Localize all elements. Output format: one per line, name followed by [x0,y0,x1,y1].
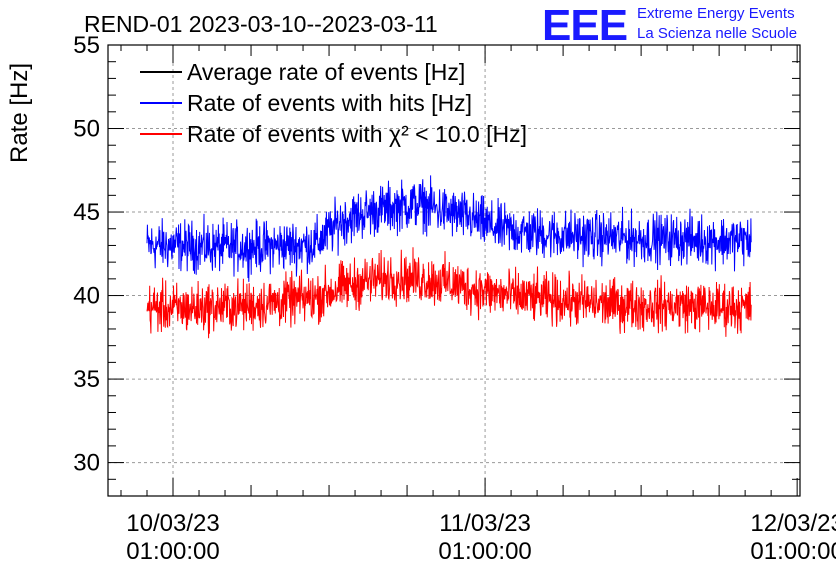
y-tick-label: 30 [73,450,100,477]
series-line-2 [146,247,752,339]
plot-frame [107,44,801,497]
x-tick-time: 01:00:00 [438,538,531,565]
logo-line-1: Extreme Energy Events [637,5,795,22]
legend-entry: Rate of events with χ² < 10.0 [Hz] [187,121,527,147]
logo-line-2: La Scienza nelle Scuole [637,25,797,42]
series-line-1 [146,175,752,282]
series-layer [146,175,752,339]
y-axis-label: Rate [Hz] [6,63,33,163]
x-tick-label: 11/03/23 [439,510,531,537]
axes [107,44,801,497]
chart-title: REND-01 2023-03-10--2023-03-11 [84,11,438,37]
x-tick-label: 12/03/23 [750,510,836,537]
x-tick-label: 10/03/23 [126,510,219,537]
x-tick-time: 01:00:00 [750,538,836,565]
y-tick-label: 40 [73,283,100,310]
x-tick-time: 01:00:00 [126,538,219,565]
logo-mark: EEE [542,1,627,50]
legend-entry: Average rate of events [Hz] [187,59,465,85]
y-tick-label: 35 [73,366,100,393]
tick-labels: 30354045505510/03/2301:00:0011/03/2301:0… [73,32,836,565]
legend: Average rate of events [Hz] Rate of event… [140,59,527,147]
y-tick-label: 45 [73,199,100,226]
y-tick-label: 50 [73,116,100,143]
eee-logo: EEE Extreme Energy Events La Scienza nel… [542,1,797,50]
y-tick-label: 55 [73,32,100,59]
legend-entry: Rate of events with hits [Hz] [187,90,472,116]
